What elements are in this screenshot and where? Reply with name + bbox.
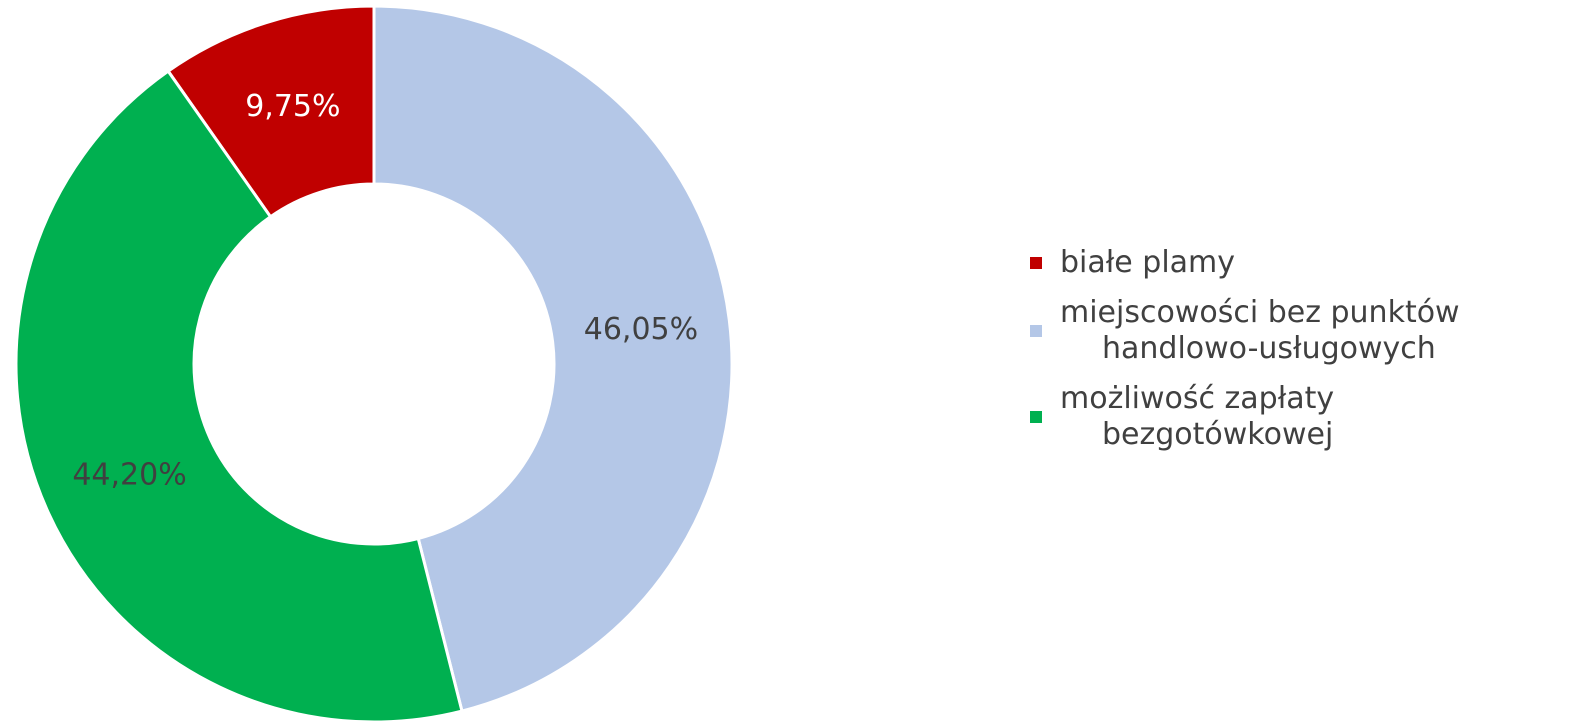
legend: białe plamy miejscowości bez punktów hand… [1030, 245, 1550, 467]
legend-swatch [1030, 411, 1042, 423]
legend-swatch [1030, 325, 1042, 337]
legend-swatch [1030, 257, 1042, 269]
slice [372, 4, 734, 713]
data-label: 44,20% [72, 458, 186, 493]
data-label: 46,05% [584, 312, 698, 347]
legend-label: miejscowości bez punktów handlowo-usługo… [1060, 295, 1460, 366]
slice [14, 69, 464, 724]
chart: 9,75% 46,05% 44,20% [14, 4, 734, 724]
legend-item: miejscowości bez punktów handlowo-usługo… [1030, 295, 1550, 367]
legend-label: możliwość zapłaty bezgotówkowej [1060, 381, 1335, 452]
legend-item: białe plamy [1030, 245, 1550, 281]
legend-item: możliwość zapłaty bezgotówkowej [1030, 381, 1550, 453]
legend-label: białe plamy [1060, 245, 1236, 280]
data-label: 9,75% [245, 89, 340, 124]
